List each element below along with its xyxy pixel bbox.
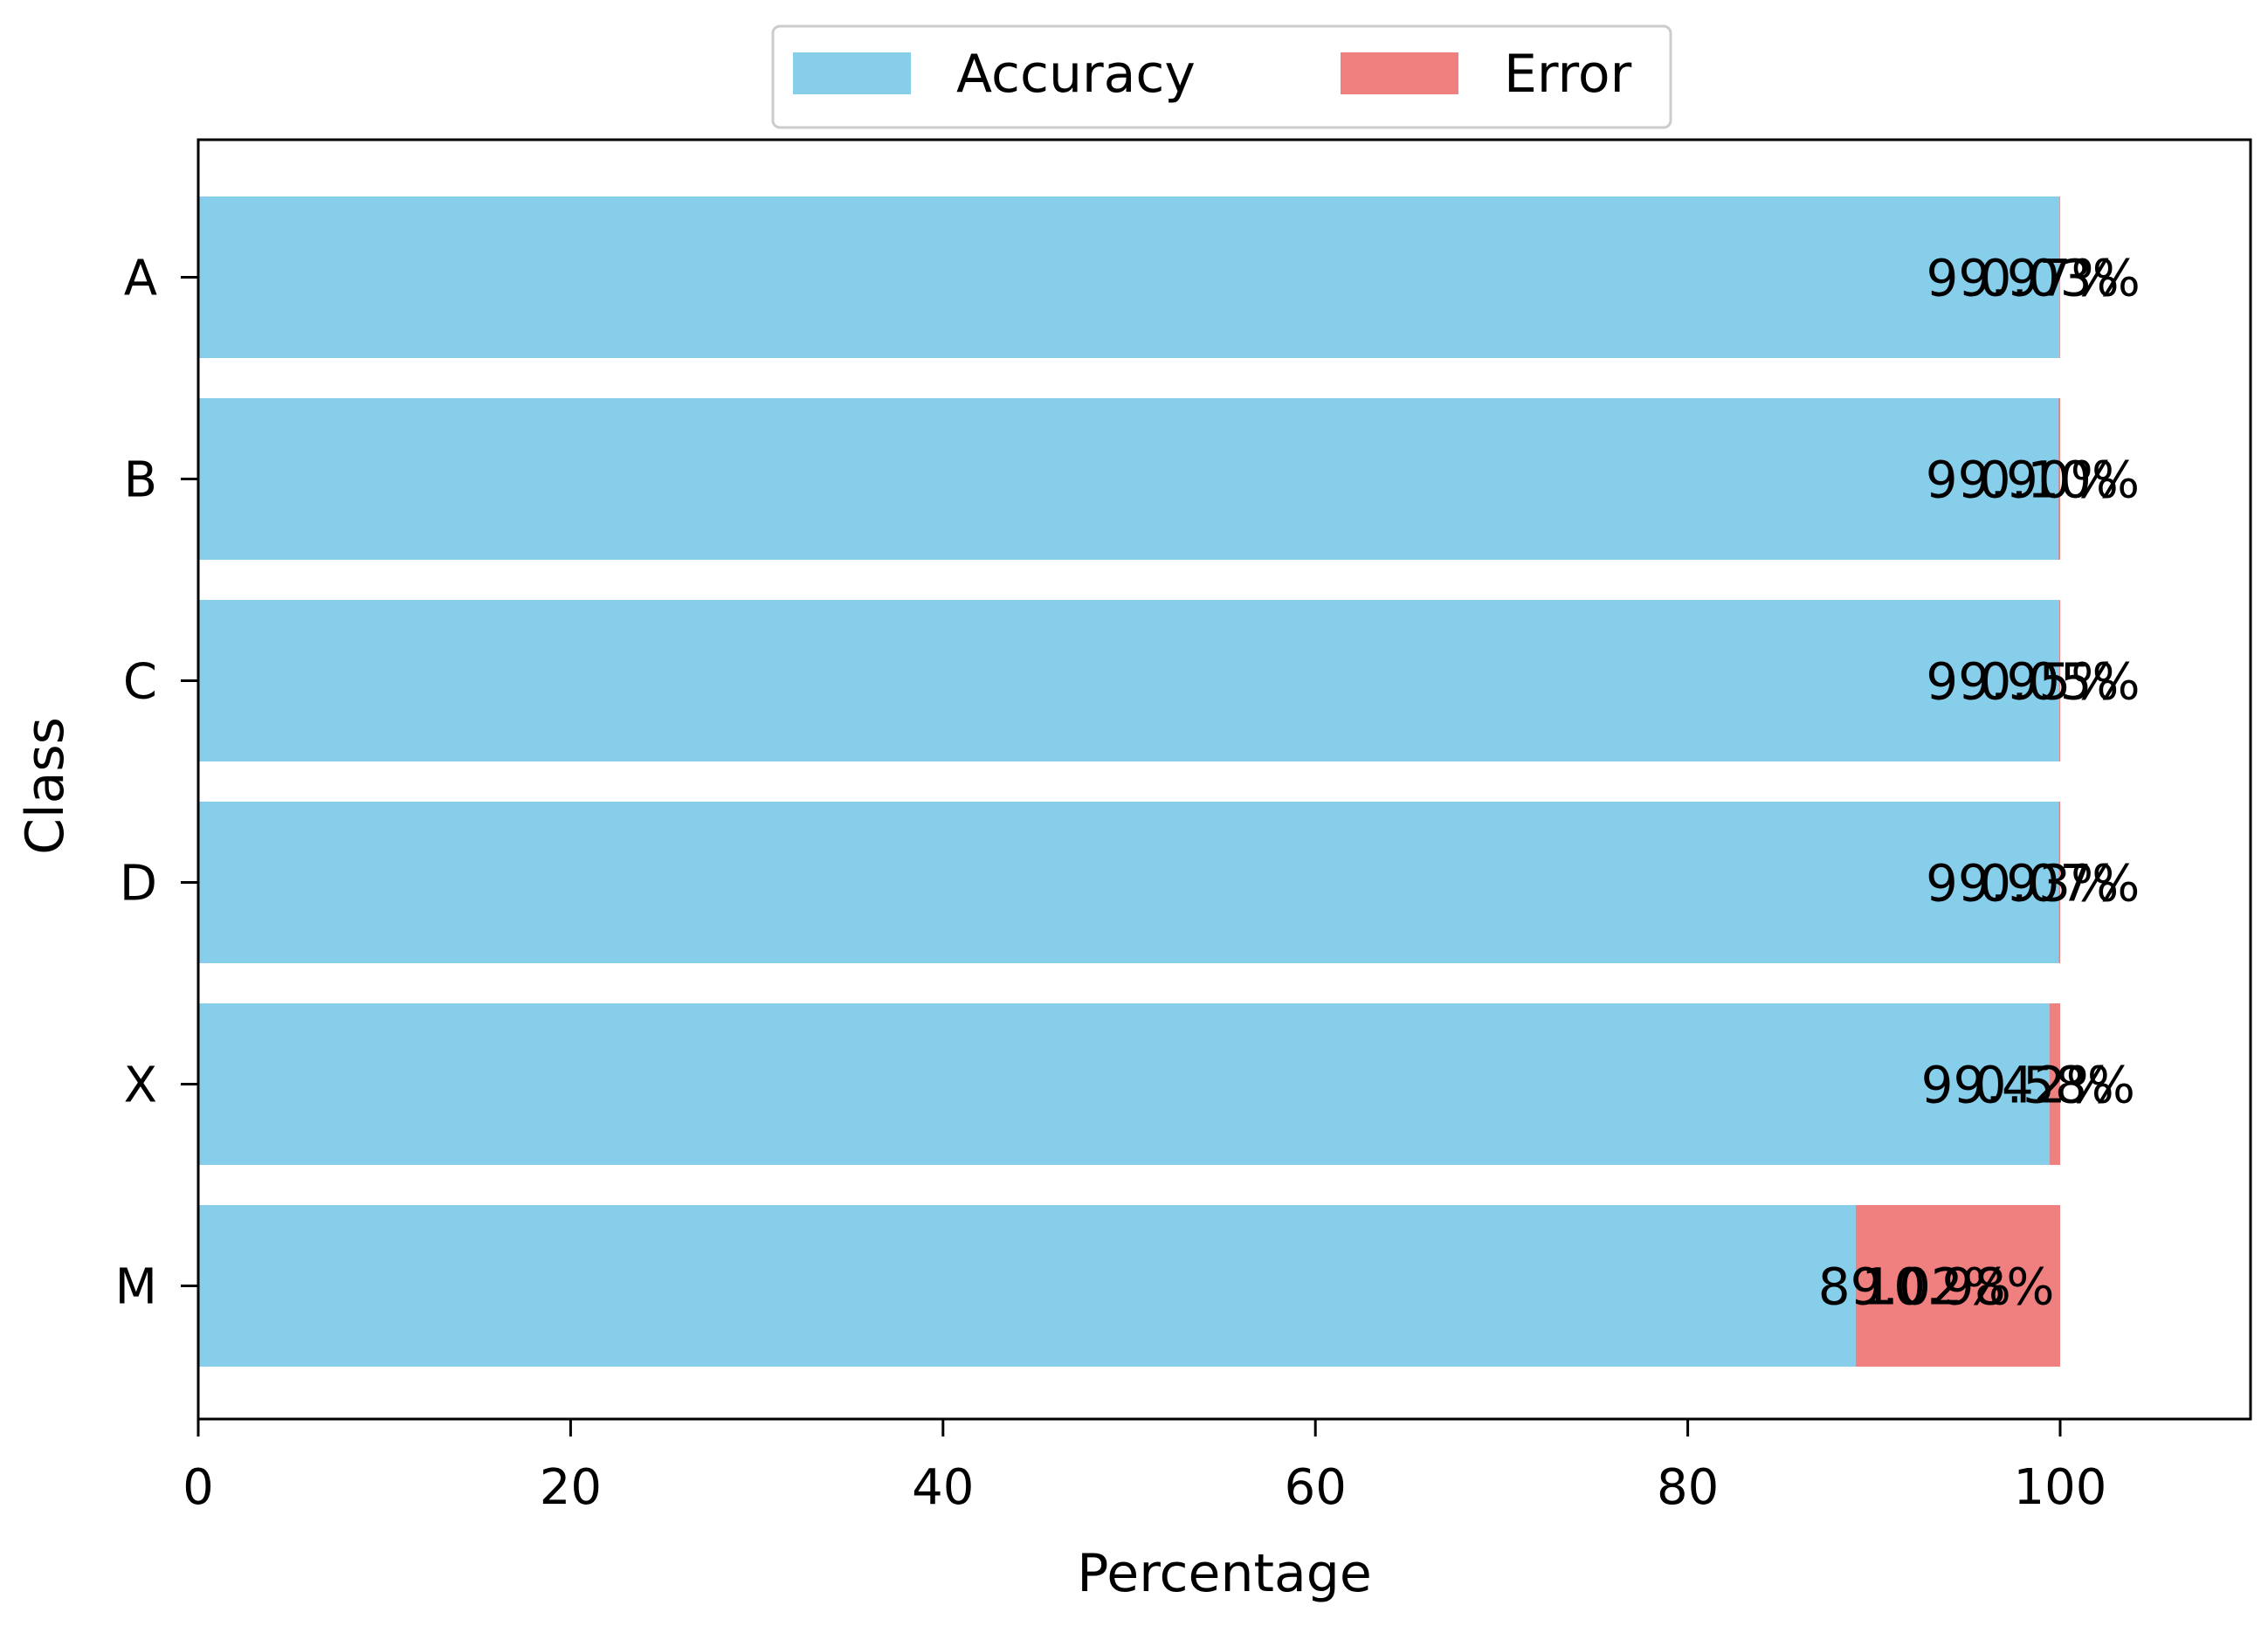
bar-error-c: [2058, 600, 2060, 761]
bar-accuracy-c: [198, 600, 2059, 761]
y-tick-label-b: B: [124, 452, 157, 509]
legend-label-error: Error: [1504, 44, 1632, 105]
y-tick-label-a: A: [124, 251, 157, 307]
x-tick-label-20: 20: [540, 1459, 602, 1516]
bar-accuracy-d: [198, 802, 2059, 963]
bar-error-x: [2049, 1003, 2060, 1165]
bar-accuracy-x: [198, 1003, 2050, 1165]
label-accuracy-m: 89.02%: [1818, 1257, 2011, 1317]
legend-box: [771, 24, 1672, 129]
label-error-b: 0.10%: [1979, 451, 2140, 510]
label-accuracy-x: 99.42%: [1921, 1056, 2114, 1115]
bar-error-m: [1855, 1205, 2060, 1367]
bar-labels-layer: 99.97%0.03%99.90%0.10%99.95%0.05%99.93%0…: [1818, 249, 2140, 1317]
bar-accuracy-a: [198, 196, 2060, 358]
x-tick-label-80: 80: [1657, 1459, 1719, 1516]
x-axis-title: Percentage: [1077, 1543, 1372, 1604]
bars-layer: [198, 196, 2060, 1367]
label-error-m: 10.98%: [1861, 1257, 2054, 1317]
label-error-c: 0.05%: [1979, 652, 2140, 712]
bar-error-d: [2058, 802, 2060, 963]
bar-accuracy-b: [198, 398, 2058, 560]
x-tick-label-40: 40: [912, 1459, 974, 1516]
label-accuracy-b: 99.90%: [1926, 451, 2119, 510]
y-axis: A B C D X M: [115, 251, 198, 1316]
legend-label-accuracy: Accuracy: [956, 44, 1196, 105]
x-tick-label-100: 100: [2014, 1459, 2107, 1516]
plot-frame: [196, 138, 2252, 1421]
label-accuracy-d: 99.93%: [1926, 854, 2119, 913]
label-error-d: 0.07%: [1979, 854, 2140, 913]
y-axis-title: Class: [15, 717, 76, 855]
legend-swatch-accuracy: [793, 52, 911, 94]
label-accuracy-c: 99.95%: [1926, 652, 2119, 712]
x-tick-label-60: 60: [1285, 1459, 1347, 1516]
y-tick-label-c: C: [123, 654, 157, 711]
legend: Accuracy Error: [771, 24, 1672, 129]
label-error-x: 0.58%: [1975, 1056, 2135, 1115]
bar-accuracy-m: [198, 1205, 1856, 1367]
y-tick-label-d: D: [120, 856, 157, 913]
y-tick-label-x: X: [124, 1058, 157, 1114]
label-accuracy-a: 99.97%: [1926, 249, 2119, 308]
x-axis: 0 20 40 60 80 100: [183, 1419, 2106, 1516]
legend-swatch-error: [1341, 52, 1458, 94]
bar-error-b: [2058, 398, 2060, 560]
label-error-a: 0.03%: [1980, 249, 2140, 308]
y-tick-label-m: M: [115, 1259, 157, 1316]
x-tick-label-0: 0: [183, 1459, 214, 1516]
bar-error-a: [2059, 196, 2060, 358]
